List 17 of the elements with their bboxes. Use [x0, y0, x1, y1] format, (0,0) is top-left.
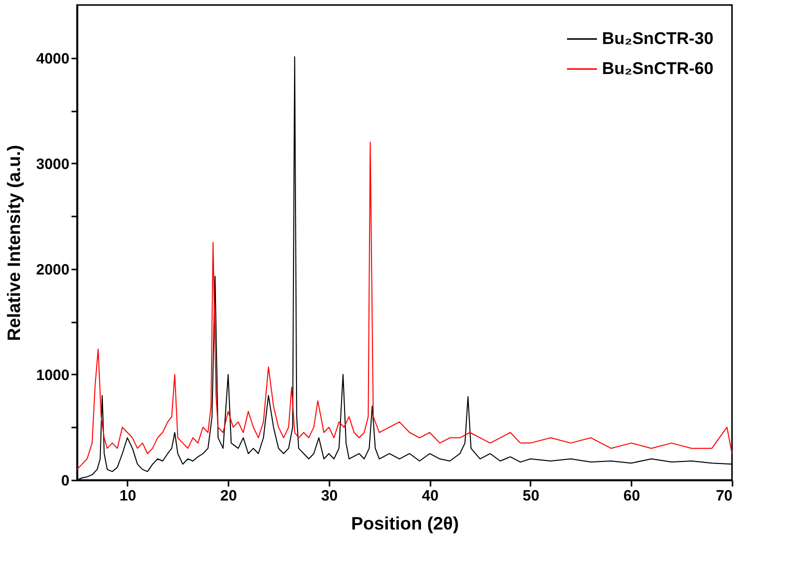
x-tick-label: 10 [120, 488, 136, 504]
x-tick-label: 30 [321, 488, 338, 504]
y-tick-label: 3000 [36, 156, 70, 173]
y-tick-label: 2000 [36, 261, 70, 278]
x-tick-label: 20 [220, 488, 237, 504]
legend-label: Bu₂SnCTR-60 [602, 59, 714, 78]
x-tick-label: 40 [422, 488, 439, 504]
y-tick-label: 0 [61, 472, 70, 490]
x-axis-title: Position (2θ) [351, 514, 459, 534]
y-tick-label: 4000 [36, 50, 70, 68]
x-tick-label: 60 [623, 488, 640, 504]
y-axis-title: Relative Intensity (a.u.) [4, 144, 24, 342]
y-tick-label: 1000 [36, 366, 70, 384]
line-series [76, 142, 732, 470]
legend-label: Bu₂SnCTR-30 [602, 29, 714, 48]
x-tick-label: 50 [522, 488, 540, 504]
x-tick-label: 70 [716, 488, 732, 504]
